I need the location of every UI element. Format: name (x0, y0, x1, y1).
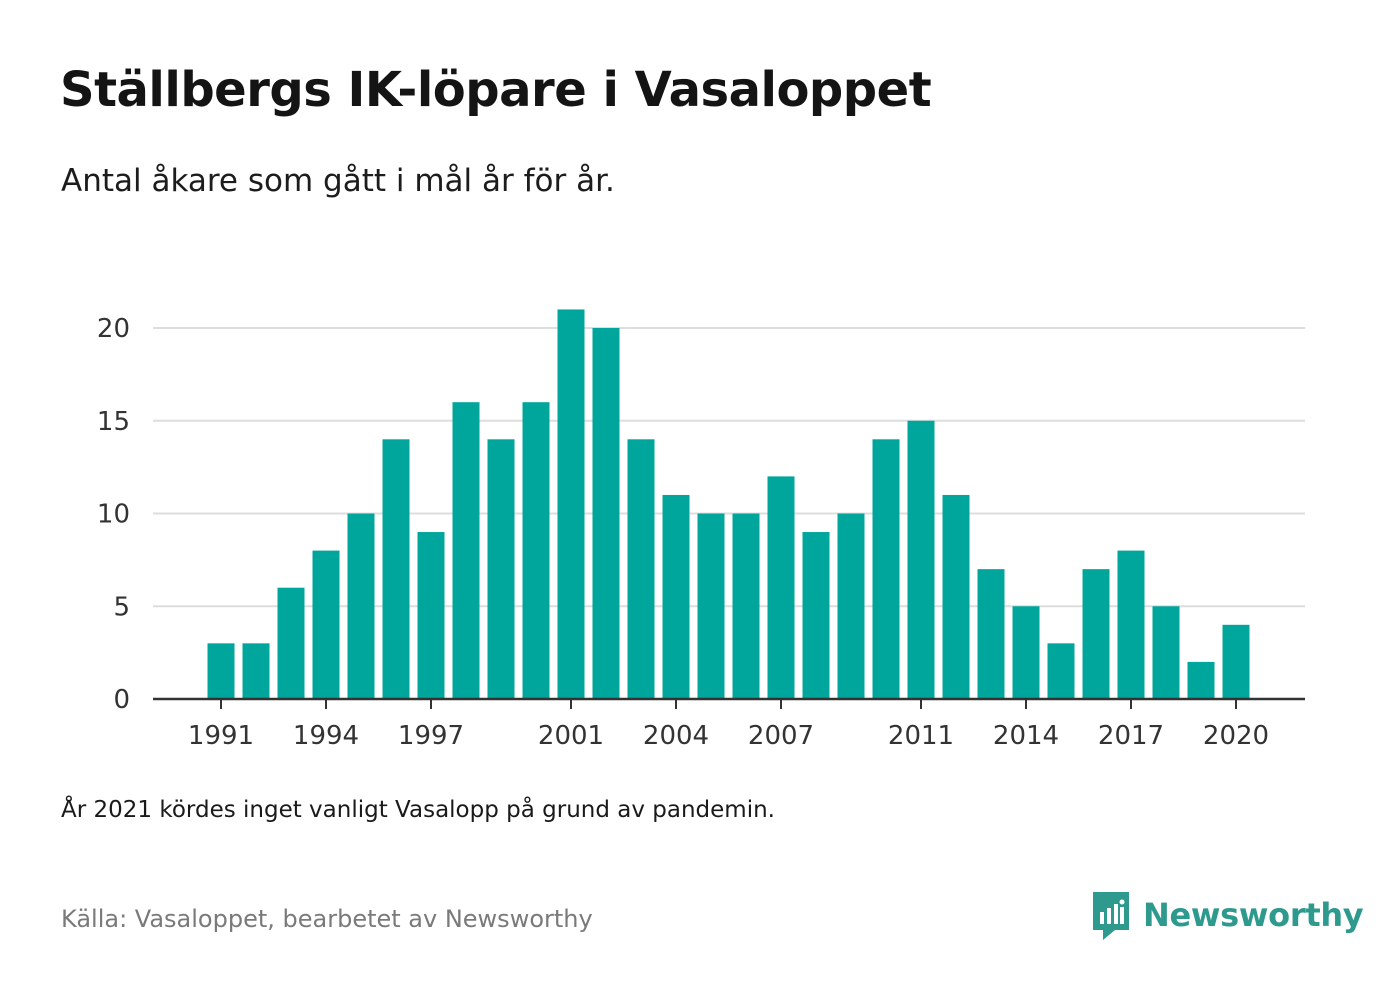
bar-2005 (697, 513, 725, 699)
brand-logo: Newsworthy (1091, 890, 1364, 940)
bar-2015 (1047, 643, 1075, 699)
y-axis-labels: 0 5 10 15 20 (97, 314, 130, 715)
bar-1993 (277, 587, 305, 699)
bars (207, 309, 1250, 699)
bar-2000 (522, 402, 550, 699)
bar-1999 (487, 439, 515, 699)
bar-2007 (767, 476, 795, 699)
x-tick-label: 2004 (643, 721, 709, 751)
x-tick-label: 2014 (993, 721, 1059, 751)
bar-2008 (802, 532, 830, 699)
bar-1996 (382, 439, 410, 699)
x-axis-labels: 1991 1994 1997 2001 2004 2007 2011 2014 2017 2020 (188, 699, 1269, 751)
bar-1997 (417, 532, 445, 699)
x-tick-label: 2011 (888, 721, 954, 751)
footnote: År 2021 kördes inget vanligt Vasalopp på… (61, 797, 775, 823)
x-tick-label: 1994 (293, 721, 359, 751)
bar-chart-logo-icon (1093, 892, 1129, 940)
bar-1991 (207, 643, 235, 699)
x-tick-label: 2017 (1098, 721, 1164, 751)
bar-2004 (662, 494, 690, 699)
gridlines (153, 327, 1305, 608)
bar-2019 (1187, 661, 1215, 699)
bar-1998 (452, 402, 480, 699)
bar-1994 (312, 550, 340, 699)
bar-2014 (1012, 606, 1040, 699)
y-tick-label: 15 (97, 407, 130, 437)
x-tick-label: 1991 (188, 721, 254, 751)
bar-2002 (592, 328, 620, 699)
y-tick-label: 10 (97, 500, 130, 530)
chart-title: Ställbergs IK-löpare i Vasaloppet (60, 62, 932, 118)
bar-2018 (1152, 606, 1180, 699)
bar-2011 (907, 420, 935, 699)
bar-2006 (732, 513, 760, 699)
bar-2016 (1082, 569, 1110, 699)
bar-2009 (837, 513, 865, 699)
y-tick-label: 0 (113, 685, 130, 715)
bar-2001 (557, 309, 585, 699)
bar-2020 (1222, 624, 1250, 699)
bar-1992 (242, 643, 270, 699)
x-tick-label: 2001 (538, 721, 604, 751)
bar-2012 (942, 494, 970, 699)
bar-2013 (977, 569, 1005, 699)
y-tick-label: 5 (113, 592, 130, 622)
x-tick-label: 2007 (748, 721, 814, 751)
brand-name: Newsworthy (1143, 896, 1364, 934)
chart-subtitle: Antal åkare som gått i mål år för år. (61, 163, 615, 199)
x-tick-label: 2020 (1203, 721, 1269, 751)
bar-2017 (1117, 550, 1145, 699)
source-credit: Källa: Vasaloppet, bearbetet av Newswort… (61, 905, 593, 933)
y-tick-label: 20 (97, 314, 130, 344)
bar-1995 (347, 513, 375, 699)
x-tick-label: 1997 (398, 721, 464, 751)
bar-2010 (872, 439, 900, 699)
bar-2003 (627, 439, 655, 699)
